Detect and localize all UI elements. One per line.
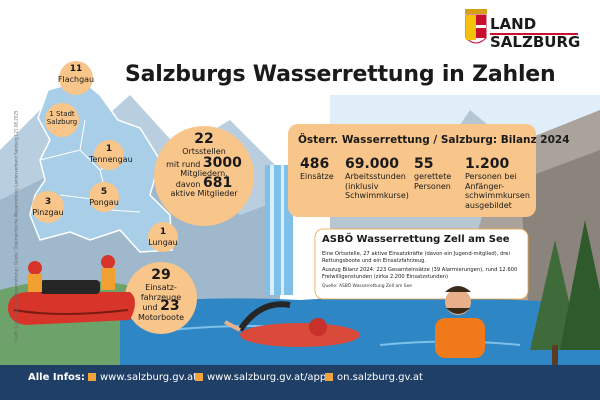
vehicles-count: 29 [151,267,171,283]
bilanz-stat-einsaetze: 486 Einsätze [300,157,350,182]
district-lungau: 1 Lungau [143,227,183,247]
logo-line1: LAND [490,17,578,35]
zell-paragraph-2: Auszug Bilanz 2024: 223 Gesamteinsätze (… [322,267,518,280]
bilanz-stat-gerettete: 55 gerettete Personen [414,157,464,191]
members-prefix: mit rund [166,159,201,169]
footer-label: Alle Infos: [28,372,85,383]
boats-label: Motorboote [137,312,185,322]
ortsstellen-label: Ortsstellen [182,147,226,156]
district-count: 1 [159,227,167,237]
vehicles-text: 29 Einsatz- fahrzeuge und 23 Motorboote [126,268,196,322]
bilanz-title: Österr. Wasserrettung / Salzburg: Bilanz… [298,134,570,146]
stat-value: 55 [414,156,434,172]
stat-label: Personen bei Anfänger-schwimmkursen ausg… [465,172,530,210]
footer-bar [0,365,600,400]
bilanz-stat-schwimmkurse: 1.200 Personen bei Anfänger-schwimmkurse… [465,157,533,210]
zell-paragraph-1: Eine Ortsstelle, 27 aktive Einsatzkräfte… [322,251,510,264]
footer-link-website[interactable]: www.salzburg.gv.at [100,372,198,383]
district-flachgau: 11 Flachgau [56,64,96,84]
stat-value: 1.200 [465,156,510,172]
ortsstellen-circle [154,126,254,226]
bilanz-box-bg [288,124,536,217]
logo-text: LAND SALZBURG [490,17,580,50]
active-prefix: davon [175,179,201,189]
page-title: Salzburgs Wasserrettung in Zahlen [125,62,556,87]
vehicles-circle [125,262,197,334]
district-name: Flachgau [57,74,95,84]
boats-count: 23 [160,298,180,314]
ortsstellen-text: 22 Ortsstellen mit rund 3000 Mitgliedern… [160,132,248,199]
district-circle-lungau [148,222,178,252]
active-label: aktive Mitglieder [170,189,238,198]
footer-bullet [195,373,203,381]
members-suffix: Mitgliedern, [180,169,228,178]
stat-label: Arbeitsstunden (inklusiv Schwimmkurse) [345,172,409,200]
footer-link-on[interactable]: on.salzburg.gv.at [337,372,423,383]
district-tennengau: 1 Tennengau [89,144,133,164]
district-name: Lungau [148,237,178,247]
zell-source: Quelle: ASBÖ Wasserrettung Zell am See [322,284,412,289]
district-name: Tennengau [89,154,133,164]
bilanz-stat-arbeitsstunden: 69.000 Arbeitsstunden (inklusiv Schwimmk… [345,157,415,201]
footer-link-app[interactable]: www.salzburg.gv.at/app [207,372,327,383]
members-count: 3000 [202,154,242,171]
vehicles-label-a: Einsatz- [145,283,177,292]
district-circle-flachgau [59,61,93,95]
district-circle-tennengau [94,140,124,170]
district-name: Stadt Salzburg [46,110,78,126]
footer-bullet [88,373,96,381]
district-pongau: 5 Pongau [84,187,124,207]
zell-box-bg [314,228,529,300]
stat-value: 486 [300,156,330,172]
district-name: Pinzgau [32,207,64,217]
stat-value: 69.000 [345,156,400,172]
district-circle-stadt [45,103,79,137]
footer-bullet [325,373,333,381]
district-count: 1 [105,144,113,154]
swimmer-figure [224,301,360,347]
active-count: 681 [203,174,233,191]
logo-line2: SALZBURG [490,33,581,51]
zell-box: ASBÖ Wasserrettung Zell am See Eine Orts… [322,234,522,289]
stat-label: Einsätze [300,172,334,181]
salzburg-crest-logo [465,9,487,44]
district-pinzgau: 3 Pinzgau [28,197,68,217]
zell-title: ASBÖ Wasserrettung Zell am See [322,234,510,245]
stat-label: gerettete Personen [414,172,452,191]
rescuer-figure [435,286,485,358]
vehicles-label-b: fahrzeuge [140,292,182,302]
image-credit: Grafik: Land Salzburg/Wasserrettung | Qu… [13,110,19,343]
district-name: Pongau [89,197,119,207]
district-circle-pinzgau [32,191,64,223]
district-count: 3 [44,197,52,207]
district-count: 11 [69,64,83,74]
vehicles-und: und [142,303,158,312]
district-count: 5 [100,187,108,197]
ortsstellen-count: 22 [194,131,214,147]
district-count: 1 [49,110,54,118]
rescue-boat [8,255,135,325]
district-circle-pongau [89,182,119,212]
district-stadt-salzburg: 1 Stadt Salzburg [42,110,82,126]
